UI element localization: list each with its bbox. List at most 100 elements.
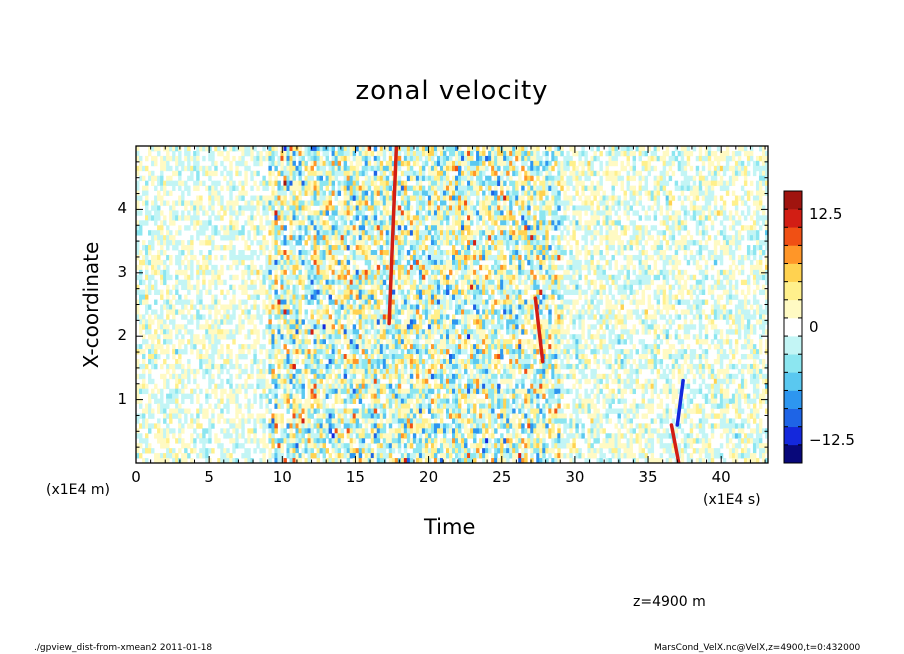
heatmap-cell (433, 309, 438, 315)
heatmap-cell (184, 299, 188, 305)
heatmap-cell (367, 344, 372, 350)
heatmap-cell (214, 438, 218, 444)
heatmap-cell (455, 264, 459, 271)
heatmap-cell (193, 180, 197, 187)
heatmap-cell (247, 220, 251, 226)
heatmap-cell (358, 344, 363, 350)
heatmap-cell (331, 334, 336, 340)
heatmap-cell (343, 443, 348, 449)
heatmap-cell (403, 170, 408, 177)
heatmap-cell (346, 150, 351, 157)
heatmap-cell (373, 190, 378, 196)
heatmap-cell (370, 269, 375, 276)
heatmap-cell (298, 458, 302, 463)
heatmap-cell (187, 289, 191, 295)
heatmap-cell (313, 220, 317, 226)
heatmap-cell (139, 324, 143, 330)
heatmap-cell (400, 428, 405, 434)
heatmap-cell (286, 294, 290, 300)
heatmap-cell (250, 284, 254, 291)
heatmap-cell (370, 378, 375, 385)
heatmap-cell (178, 309, 182, 315)
heatmap-cell (217, 398, 221, 404)
heatmap-cell (304, 185, 308, 191)
heatmap-cell (136, 254, 140, 261)
heatmap-cell (409, 443, 414, 449)
heatmap-cell (328, 319, 333, 325)
heatmap-cell (304, 190, 308, 196)
heatmap-cell (316, 146, 320, 152)
heatmap-cell (310, 155, 314, 162)
heatmap-cell (316, 180, 320, 187)
heatmap-cell (331, 354, 336, 360)
heatmap-cell (196, 398, 200, 404)
heatmap-cell (361, 433, 366, 439)
heatmap-cell (352, 438, 357, 444)
heatmap-cell (400, 294, 405, 300)
heatmap-cell (403, 393, 408, 400)
heatmap-cell (418, 368, 423, 375)
heatmap-cell (313, 215, 317, 221)
heatmap-cell (412, 349, 417, 355)
heatmap-cell (346, 378, 351, 385)
heatmap-cell (148, 230, 152, 236)
heatmap-cell (382, 289, 387, 295)
heatmap-cell (433, 254, 438, 261)
heatmap-cell (280, 393, 284, 400)
heatmap-cell (157, 146, 161, 152)
heatmap-cell (364, 180, 369, 187)
heatmap-cell (346, 205, 351, 211)
heatmap-cell (214, 363, 218, 370)
heatmap-cell (160, 433, 164, 439)
heatmap-cell (403, 210, 408, 216)
heatmap-cell (166, 180, 170, 187)
heatmap-cell (310, 245, 314, 251)
heatmap-cell (391, 354, 396, 360)
heatmap-cell (400, 418, 405, 424)
heatmap-cell (421, 245, 426, 251)
heatmap-cell (193, 334, 197, 340)
heatmap-cell (346, 354, 351, 360)
heatmap-cell (400, 180, 405, 187)
heatmap-cell (172, 294, 176, 300)
heatmap-cell (340, 408, 345, 414)
heatmap-cell (455, 433, 459, 439)
heatmap-cell (322, 254, 326, 261)
heatmap-cell (331, 205, 336, 211)
heatmap-cell (358, 160, 363, 167)
heatmap-cell (283, 155, 287, 162)
heatmap-cell (211, 200, 215, 206)
heatmap-cell (223, 205, 227, 211)
heatmap-cell (415, 324, 420, 330)
heatmap-cell (337, 354, 342, 360)
heatmap-cell (355, 349, 360, 355)
heatmap-cell (226, 453, 230, 459)
heatmap-cell (442, 378, 447, 385)
heatmap-cell (319, 274, 323, 281)
heatmap-cell (292, 160, 296, 167)
heatmap-cell (364, 423, 369, 429)
heatmap-cell (388, 240, 393, 246)
heatmap-cell (364, 150, 369, 157)
heatmap-cell (166, 433, 170, 439)
heatmap-cell (397, 150, 402, 157)
heatmap-cell (325, 175, 330, 182)
heatmap-cell (394, 388, 399, 395)
heatmap-cell (373, 170, 378, 177)
heatmap-cell (455, 279, 459, 286)
heatmap-cell (427, 373, 432, 380)
heatmap-cell (412, 190, 417, 196)
heatmap-cell (415, 230, 420, 236)
heatmap-cell (358, 423, 363, 429)
heatmap-cell (232, 235, 236, 241)
heatmap-cell (415, 344, 420, 350)
heatmap-cell (421, 393, 426, 400)
heatmap-cell (163, 413, 167, 419)
heatmap-cell (241, 319, 245, 325)
heatmap-cell (331, 423, 336, 429)
heatmap-cell (364, 175, 369, 182)
heatmap-cell (430, 443, 435, 449)
heatmap-cell (412, 175, 417, 182)
heatmap-cell (322, 230, 326, 236)
heatmap-cell (316, 428, 320, 434)
